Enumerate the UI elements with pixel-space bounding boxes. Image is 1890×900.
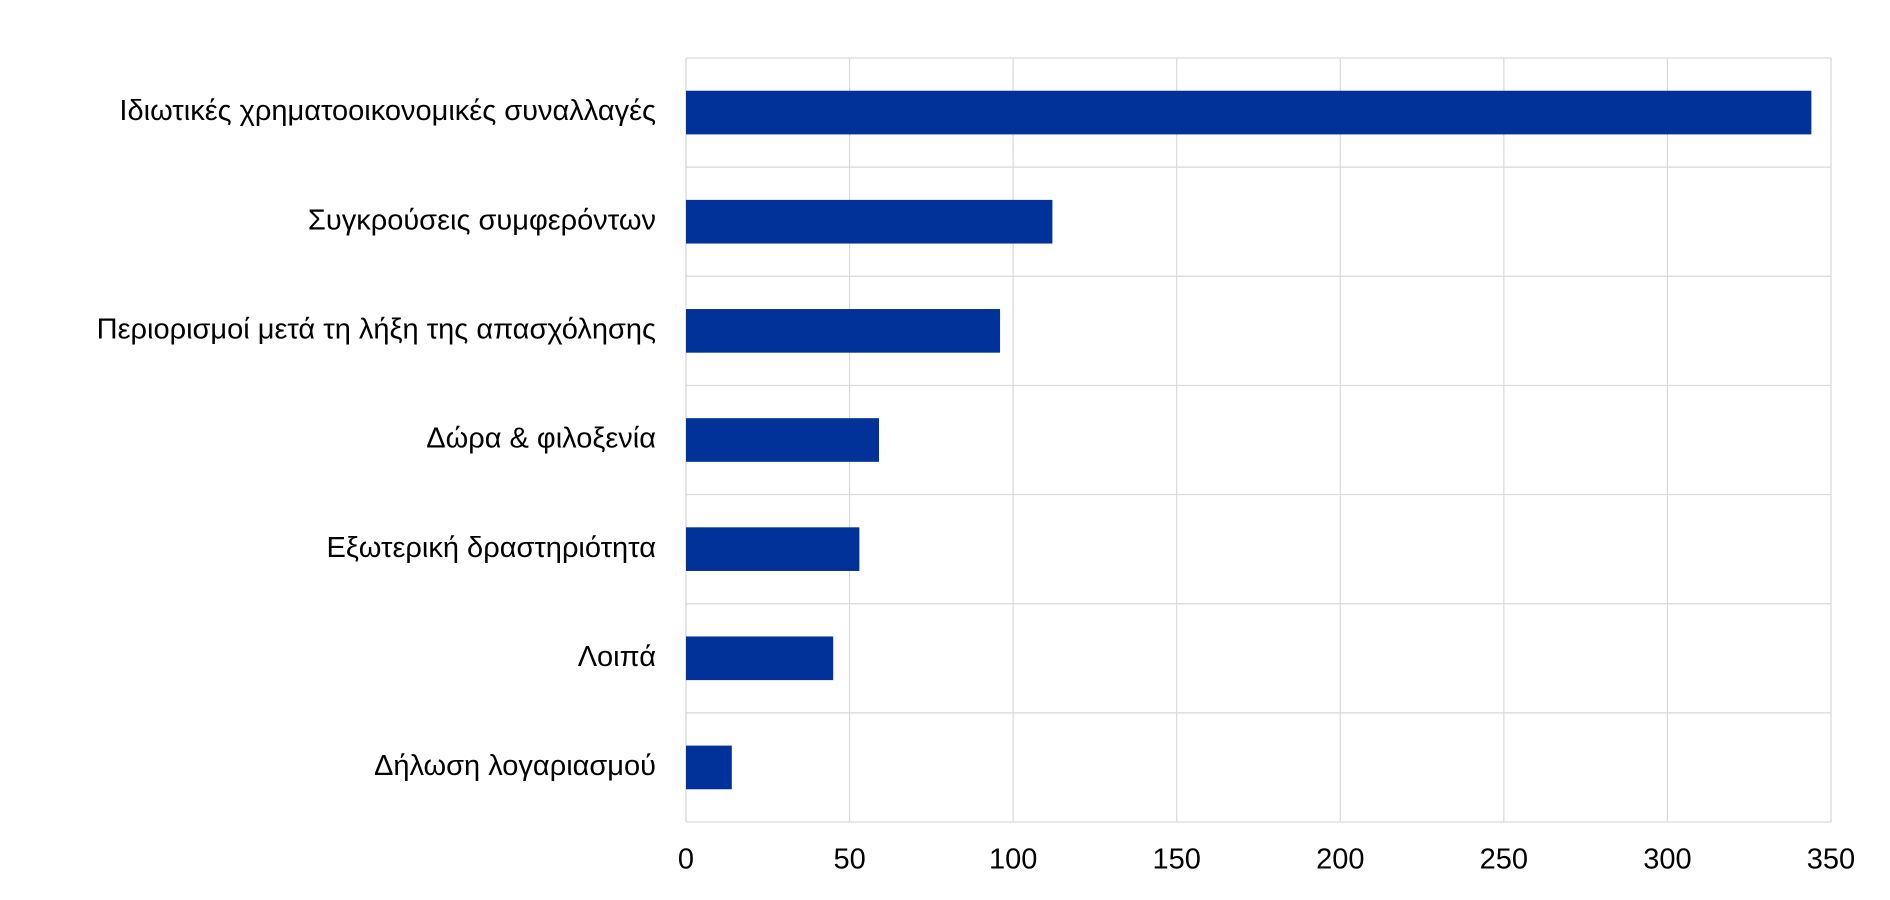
y-tick-label: Περιορισμοί μετά τη λήξη της απασχόλησης (97, 314, 656, 346)
y-tick-label: Εξωτερική δραστηριότητα (326, 532, 656, 564)
bar (686, 527, 860, 571)
x-tick-label: 250 (1480, 844, 1528, 876)
y-tick-label: Δήλωση λογαριασμού (374, 750, 656, 782)
x-tick-label: 50 (833, 844, 865, 876)
y-tick-label: Ιδιωτικές χρηματοοικονομικές συναλλαγές (119, 95, 656, 127)
bar (686, 90, 1812, 135)
x-tick-label: 200 (1316, 844, 1364, 876)
x-tick-label: 150 (1153, 844, 1201, 876)
y-tick-label: Δώρα & φιλοξενία (426, 423, 656, 455)
x-tick-label: 100 (989, 844, 1037, 876)
y-tick-label: Συγκρούσεις συμφερόντων (308, 204, 656, 236)
x-tick-label: 350 (1807, 844, 1855, 876)
bar (686, 309, 1001, 353)
bar (686, 636, 834, 681)
x-tick-label: 300 (1643, 844, 1691, 876)
bar (686, 418, 880, 462)
bar (686, 199, 1053, 244)
x-tick-label: 0 (678, 844, 694, 876)
y-tick-label: Λοιπά (578, 641, 656, 673)
bar (686, 745, 732, 790)
